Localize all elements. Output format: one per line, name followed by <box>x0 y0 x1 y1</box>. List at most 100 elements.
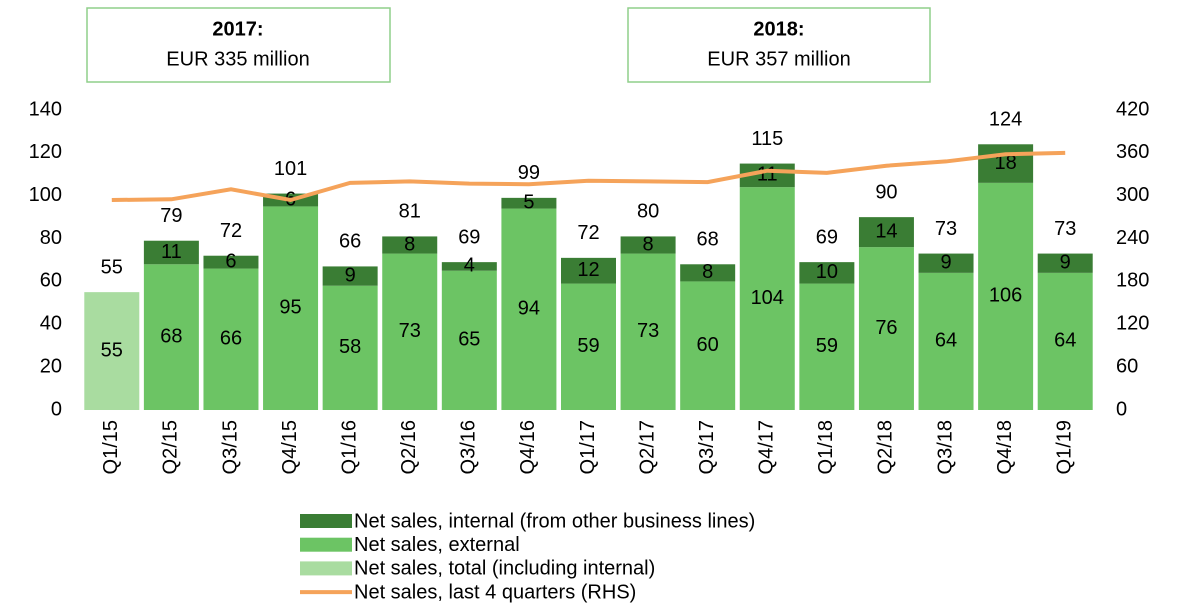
bar-segment <box>441 262 497 271</box>
value-label: 10 <box>816 261 838 283</box>
y2-tick-label: 0 <box>1116 398 1127 420</box>
x-tick-label: Q4/17 <box>756 420 778 474</box>
legend-label: Net sales, internal (from other business… <box>354 510 755 532</box>
value-label: 11 <box>161 241 182 263</box>
value-label: 11 <box>757 164 778 186</box>
x-tick-label: Q2/18 <box>875 420 897 474</box>
value-label: 65 <box>458 329 480 351</box>
value-label: 59 <box>577 335 599 357</box>
bar-segment <box>620 253 676 410</box>
legend-label: Net sales, external <box>354 534 520 556</box>
y-tick-label: 140 <box>29 98 62 120</box>
bar-segment <box>501 208 557 410</box>
x-tick-label: Q4/15 <box>279 420 301 474</box>
total-label: 72 <box>220 220 242 242</box>
value-label: 6 <box>225 250 236 272</box>
y-tick-label: 80 <box>40 227 62 249</box>
bar-segment <box>799 262 855 284</box>
value-label: 76 <box>875 317 897 339</box>
x-tick-label: Q1/15 <box>100 420 122 474</box>
value-label: 55 <box>101 339 123 361</box>
x-tick-label: Q4/18 <box>994 420 1016 474</box>
bar-segment <box>858 217 914 248</box>
bar-segment <box>799 283 855 410</box>
x-tick-label: Q3/18 <box>934 420 956 474</box>
value-label: 59 <box>816 335 838 357</box>
value-label: 106 <box>989 285 1022 307</box>
legend-swatch <box>300 537 352 552</box>
total-label: 55 <box>101 256 123 278</box>
value-label: 73 <box>399 320 421 342</box>
annotation-box <box>86 7 391 83</box>
bar-segment <box>978 144 1034 183</box>
total-label: 68 <box>697 229 719 251</box>
bar-segment <box>263 206 319 410</box>
y2-tick-label: 240 <box>1116 227 1149 249</box>
x-tick-label: Q2/15 <box>160 420 182 474</box>
total-label: 69 <box>816 226 838 248</box>
total-label: 124 <box>989 109 1022 131</box>
bar-segment <box>382 236 438 254</box>
value-label: 58 <box>339 336 361 358</box>
total-label: 81 <box>399 201 421 223</box>
value-label: 9 <box>1060 251 1071 273</box>
y-tick-label: 20 <box>40 355 62 377</box>
value-label: 18 <box>994 152 1016 174</box>
y2-tick-label: 360 <box>1116 141 1149 163</box>
x-tick-label: Q1/19 <box>1053 420 1075 474</box>
x-tick-label: Q4/16 <box>517 420 539 474</box>
y-tick-label: 60 <box>40 270 62 292</box>
value-label: 12 <box>577 259 599 281</box>
legend-label: Net sales, last 4 quarters (RHS) <box>354 581 636 603</box>
annotation-text: EUR 335 million <box>166 48 309 70</box>
y2-tick-label: 420 <box>1116 98 1149 120</box>
value-label: 64 <box>935 330 957 352</box>
total-label: 72 <box>577 222 599 244</box>
x-tick-label: Q1/17 <box>577 420 599 474</box>
bar-segment <box>918 253 974 273</box>
legend-swatch <box>300 514 352 528</box>
x-tick-label: Q1/18 <box>815 420 837 474</box>
total-label: 73 <box>1054 218 1076 240</box>
total-label: 69 <box>458 226 480 248</box>
value-label: 94 <box>518 298 540 320</box>
bar-segment <box>1037 272 1093 410</box>
value-label: 64 <box>1054 330 1076 352</box>
total-label: 66 <box>339 231 361 253</box>
bar-segment <box>441 270 497 410</box>
value-label: 66 <box>220 328 242 350</box>
line <box>111 150 1066 203</box>
y2-tick-label: 60 <box>1116 355 1138 377</box>
bar-segment <box>918 272 974 410</box>
bar-segment <box>561 257 616 284</box>
value-label: 9 <box>345 264 356 286</box>
bar-segment <box>322 285 378 410</box>
bar-segment <box>143 264 199 410</box>
value-label: 8 <box>702 261 713 283</box>
y2-tick-label: 180 <box>1116 270 1149 292</box>
value-label: 68 <box>160 325 182 347</box>
annotation-heading: 2017: <box>212 18 263 40</box>
value-label: 4 <box>464 255 475 277</box>
y2-tick-label: 300 <box>1116 184 1149 206</box>
bar-segment <box>978 182 1034 410</box>
x-tick-label: Q2/17 <box>636 420 658 474</box>
value-label: 60 <box>697 334 719 356</box>
bar-segment <box>501 197 557 209</box>
value-label: 73 <box>637 320 659 342</box>
bar-segment <box>382 253 438 410</box>
bar-segment <box>203 268 259 410</box>
bar-segment <box>680 264 736 282</box>
bar-segment <box>84 292 140 410</box>
y-tick-label: 0 <box>51 398 62 420</box>
x-tick-label: Q3/16 <box>458 420 480 474</box>
value-label: 5 <box>523 191 534 213</box>
total-label: 73 <box>935 218 957 240</box>
bar-segment <box>680 281 736 410</box>
legend-swatch <box>300 561 352 576</box>
total-label: 101 <box>274 158 307 180</box>
total-label: 115 <box>751 128 783 150</box>
value-label: 9 <box>940 251 951 273</box>
x-tick-label: Q2/16 <box>398 420 420 474</box>
